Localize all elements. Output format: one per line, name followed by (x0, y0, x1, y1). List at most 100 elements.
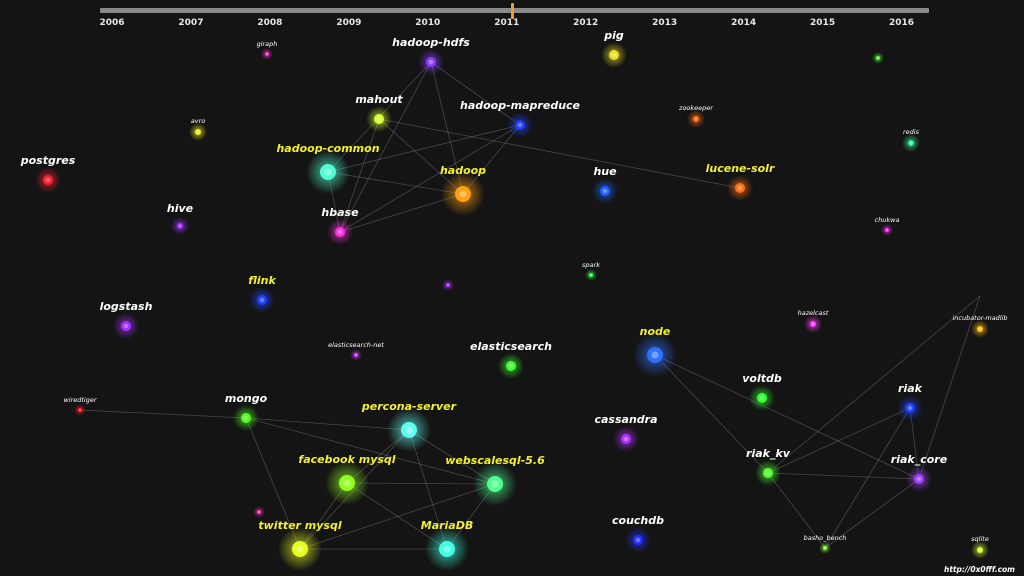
node-cassandra[interactable] (613, 426, 639, 452)
node-dot[interactable] (757, 393, 767, 403)
node-dot[interactable] (977, 326, 983, 332)
node-dot[interactable] (609, 50, 619, 60)
node-webscalesql[interactable] (473, 462, 517, 506)
node-dot[interactable] (265, 52, 269, 56)
node-mahout[interactable] (366, 106, 392, 132)
node-dot[interactable] (823, 546, 827, 550)
node-node[interactable] (633, 333, 677, 377)
node-dot[interactable] (335, 227, 345, 237)
timeline-year-2009[interactable]: 2009 (336, 18, 362, 28)
node-dot[interactable] (195, 129, 201, 135)
timeline-year-2015[interactable]: 2015 (810, 18, 836, 28)
label-cassandra[interactable]: cassandra (594, 413, 658, 426)
node-unlabeled-magenta-dot[interactable] (253, 506, 265, 518)
node-dot[interactable] (589, 273, 593, 277)
node-elasticsearch[interactable] (498, 353, 524, 379)
node-dot[interactable] (914, 474, 924, 484)
label-giraph[interactable]: giraph (256, 40, 278, 48)
node-dot[interactable] (905, 403, 915, 413)
node-dot[interactable] (320, 164, 336, 180)
node-dot[interactable] (354, 353, 358, 357)
node-hadoop-hdfs[interactable] (418, 49, 444, 75)
label-flink[interactable]: flink (248, 274, 276, 287)
label-mahout[interactable]: mahout (355, 93, 403, 106)
node-dot[interactable] (121, 321, 131, 331)
node-dot[interactable] (763, 468, 773, 478)
label-mongo[interactable]: mongo (224, 392, 268, 405)
node-hue[interactable] (592, 178, 618, 204)
node-dot[interactable] (439, 541, 455, 557)
label-pig[interactable]: pig (604, 29, 624, 42)
timeline-year-2013[interactable]: 2013 (652, 18, 678, 28)
node-dot[interactable] (292, 541, 308, 557)
label-sqlite[interactable]: sqlite (971, 535, 989, 543)
timeline-year-2007[interactable]: 2007 (178, 18, 204, 28)
node-dot[interactable] (633, 535, 643, 545)
node-incubator-madlib[interactable] (971, 320, 989, 338)
node-dot[interactable] (43, 175, 53, 185)
node-mariadb[interactable] (425, 527, 469, 571)
node-mongo[interactable] (233, 405, 259, 431)
label-avro[interactable]: avro (190, 117, 206, 125)
node-wiredtiger[interactable] (74, 404, 86, 416)
label-riak_core[interactable]: riak_core (890, 453, 948, 466)
label-basho_bench[interactable]: basho_bench (803, 534, 847, 542)
label-postgres[interactable]: postgres (20, 154, 76, 167)
timeline-slider[interactable] (100, 3, 929, 19)
node-dot[interactable] (908, 140, 914, 146)
label-riak[interactable]: riak (898, 382, 922, 395)
label-hadoop-hdfs[interactable]: hadoop-hdfs (392, 36, 470, 49)
node-hbase[interactable] (327, 219, 353, 245)
node-dot[interactable] (977, 547, 983, 553)
label-elasticsearch-net[interactable]: elasticsearch-net (328, 341, 384, 349)
node-unlabeled-green-dot[interactable] (872, 52, 884, 64)
label-zookeeper[interactable]: zookeeper (679, 104, 713, 112)
node-pig[interactable] (601, 42, 627, 68)
node-dot[interactable] (647, 347, 663, 363)
label-hadoop[interactable]: hadoop (439, 164, 487, 177)
label-wiredtiger[interactable]: wiredtiger (63, 396, 97, 404)
node-dot[interactable] (810, 321, 816, 327)
node-spark[interactable] (585, 269, 597, 281)
node-riak_core[interactable] (906, 466, 932, 492)
node-facebook-mysql[interactable] (325, 461, 369, 505)
node-dot[interactable] (455, 186, 471, 202)
label-spark[interactable]: spark (582, 261, 600, 269)
node-basho_bench[interactable] (819, 542, 831, 554)
timeline-year-2006[interactable]: 2006 (99, 18, 125, 28)
label-hive[interactable]: hive (166, 202, 194, 215)
label-hbase[interactable]: hbase (321, 206, 359, 219)
node-dot[interactable] (426, 57, 436, 67)
node-dot[interactable] (621, 434, 631, 444)
label-logstash[interactable]: logstash (99, 300, 153, 313)
node-dot[interactable] (339, 475, 355, 491)
node-voltdb[interactable] (749, 385, 775, 411)
timeline-year-2011[interactable]: 2011 (494, 18, 520, 28)
node-twitter-mysql[interactable] (278, 527, 322, 571)
node-hadoop-mapreduce[interactable] (507, 112, 533, 138)
node-dot[interactable] (876, 56, 880, 60)
label-couchdb[interactable]: couchdb (611, 514, 665, 527)
label-voltdb[interactable]: voltdb (742, 372, 782, 385)
node-dot[interactable] (257, 295, 267, 305)
node-dot[interactable] (515, 120, 525, 130)
label-elasticsearch[interactable]: elasticsearch (470, 340, 552, 353)
node-percona-server[interactable] (387, 408, 431, 452)
label-hadoop-mapreduce[interactable]: hadoop-mapreduce (459, 99, 581, 112)
timeline-current-marker[interactable] (510, 3, 514, 19)
node-flink[interactable] (249, 287, 275, 313)
node-sqlite[interactable] (971, 541, 989, 559)
label-riak_kv[interactable]: riak_kv (746, 447, 790, 460)
node-riak_kv[interactable] (755, 460, 781, 486)
node-riak[interactable] (897, 395, 923, 421)
node-hadoop-common[interactable] (306, 150, 350, 194)
label-hue[interactable]: hue (593, 165, 617, 178)
node-dot[interactable] (257, 510, 261, 514)
label-twitter-mysql[interactable]: twitter mysql (258, 519, 342, 532)
node-postgres[interactable] (35, 167, 61, 193)
timeline-year-2010[interactable]: 2010 (415, 18, 441, 28)
node-dot[interactable] (374, 114, 384, 124)
node-dot[interactable] (506, 361, 516, 371)
node-zookeeper[interactable] (687, 110, 705, 128)
credit-url[interactable]: http://0x0fff.com (944, 565, 1015, 574)
